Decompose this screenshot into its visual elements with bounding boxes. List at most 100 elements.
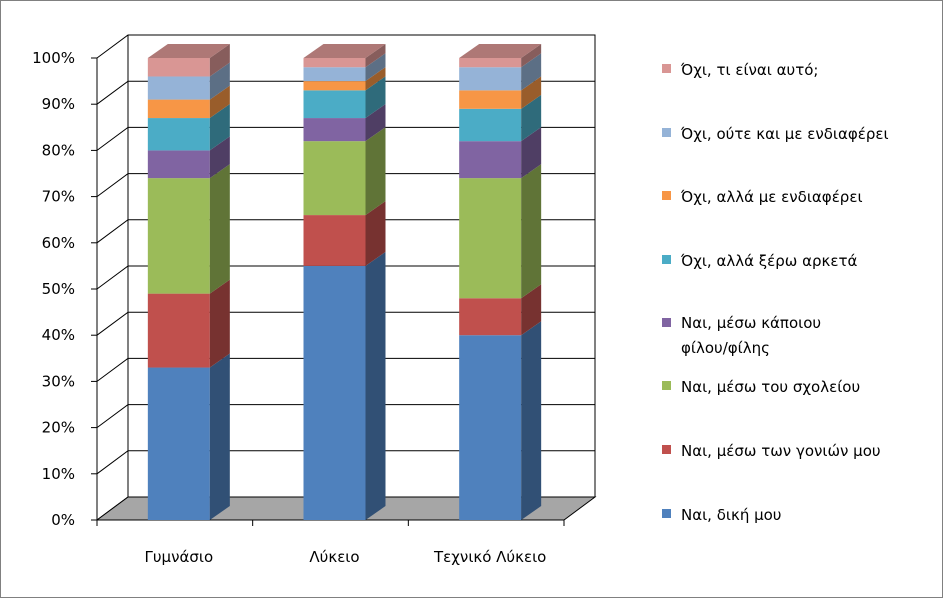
y-tick-label: 70% <box>42 188 75 206</box>
bar-side <box>521 53 542 91</box>
bar-segment <box>147 164 230 294</box>
bar-side <box>365 44 386 68</box>
bar-front <box>303 141 366 216</box>
bar-front <box>459 335 522 520</box>
legend-swatch <box>662 509 671 518</box>
bar-side <box>521 321 542 520</box>
bar-segment <box>147 104 230 151</box>
bar-side <box>209 62 230 100</box>
y-tick-label: 20% <box>42 419 75 437</box>
bar-front <box>459 178 522 299</box>
legend-swatch <box>662 128 671 137</box>
bar-front <box>459 141 522 179</box>
bar-segment <box>147 44 230 77</box>
bar-top <box>147 44 230 58</box>
bar-top <box>459 44 542 58</box>
bar-front <box>147 178 210 294</box>
legend-item: Ναι, μέσω των γονιών μου <box>662 442 881 460</box>
bar-segment <box>459 321 542 520</box>
bar-side <box>209 279 230 368</box>
legend-label: Όχι, τι είναι αυτό; <box>680 61 818 79</box>
bar-front <box>303 215 366 266</box>
gridlines <box>96 34 595 521</box>
bar-segment <box>459 44 542 68</box>
bar-front <box>303 81 366 91</box>
bar-front <box>147 118 210 151</box>
bar-segment <box>303 76 386 119</box>
x-tick-label: Γυμνάσιο <box>145 548 214 566</box>
bar-side <box>209 353 230 520</box>
bar-segment <box>459 127 542 179</box>
bar-segment <box>147 85 230 119</box>
bars <box>147 44 542 520</box>
y-tick-label: 0% <box>51 511 75 529</box>
legend-item: Όχι, ούτε και με ενδιαφέρει <box>662 125 889 143</box>
bar-front <box>303 90 366 119</box>
bar-segment <box>459 76 542 109</box>
bar-segment <box>303 44 386 68</box>
legend-item: Όχι, τι είναι αυτό; <box>662 61 818 79</box>
bar-side <box>521 76 542 109</box>
legend-swatch <box>662 445 671 454</box>
bar-segment <box>147 279 230 368</box>
legend-swatch <box>662 255 671 264</box>
y-tick-label: 40% <box>42 326 75 344</box>
bar-side <box>521 127 542 179</box>
y-tick-label: 50% <box>42 280 75 298</box>
bar-segment <box>303 127 386 216</box>
bar-side <box>521 164 542 299</box>
legend-swatch <box>662 191 671 200</box>
bar-segment <box>303 104 386 142</box>
bar-side <box>365 67 386 91</box>
bar-side <box>365 201 386 266</box>
bar-segment <box>303 251 386 520</box>
bar-front <box>147 293 210 368</box>
legend-label: Ναι, δική μου <box>681 506 782 524</box>
gridline <box>96 311 595 336</box>
legend-label: Ναι, μέσω κάποιου <box>681 314 821 332</box>
bar-side <box>365 251 386 520</box>
bar-segment <box>147 136 230 179</box>
bar-front <box>459 298 522 336</box>
gridline <box>96 219 595 244</box>
bar-front <box>147 76 210 100</box>
y-tick-label: 100% <box>32 49 75 67</box>
x-axis: Γυμνάσιο Λύκειο Τεχνικό Λύκειο <box>96 520 565 566</box>
bar-segment <box>303 201 386 266</box>
bar-segment <box>303 67 386 91</box>
bar-segment <box>459 284 542 336</box>
bar-front <box>303 118 366 142</box>
y-tick-label: 30% <box>42 372 75 390</box>
bar-front <box>147 367 210 520</box>
legend-label: Όχι, αλλά με ενδιαφέρει <box>680 188 863 206</box>
bar-side <box>521 44 542 68</box>
legend-swatch <box>662 64 671 73</box>
bar-side <box>209 164 230 294</box>
bar-front <box>147 58 210 77</box>
bar-front <box>459 67 522 91</box>
bar-top <box>303 44 386 58</box>
bar-front <box>147 150 210 179</box>
y-tick-label: 80% <box>42 141 75 159</box>
legend-item: Όχι, αλλά με ενδιαφέρει <box>662 188 863 206</box>
bar-front <box>459 108 522 142</box>
bar-segment <box>147 62 230 100</box>
bar-side <box>521 284 542 336</box>
y-tick-label: 90% <box>42 95 75 113</box>
legend-swatch <box>662 318 671 327</box>
legend-label: φίλου/φίλης <box>681 339 770 357</box>
bar-front <box>303 67 366 82</box>
gridline <box>96 404 595 429</box>
bar-segment <box>303 53 386 82</box>
gridline <box>96 34 595 59</box>
y-axis: 0% 10% 20% 30% 40% 50% 60% 70% 80% 90% 100% <box>32 49 97 529</box>
y-tick-label: 10% <box>42 465 75 483</box>
bar-segment <box>147 353 230 520</box>
gridline <box>96 80 595 105</box>
legend-item: Όχι, αλλά ξέρω αρκετά <box>662 252 857 270</box>
legend-label: Όχι, αλλά ξέρω αρκετά <box>680 252 857 270</box>
gridline <box>96 126 595 151</box>
x-tick-label: Τεχνικό Λύκειο <box>433 548 546 566</box>
